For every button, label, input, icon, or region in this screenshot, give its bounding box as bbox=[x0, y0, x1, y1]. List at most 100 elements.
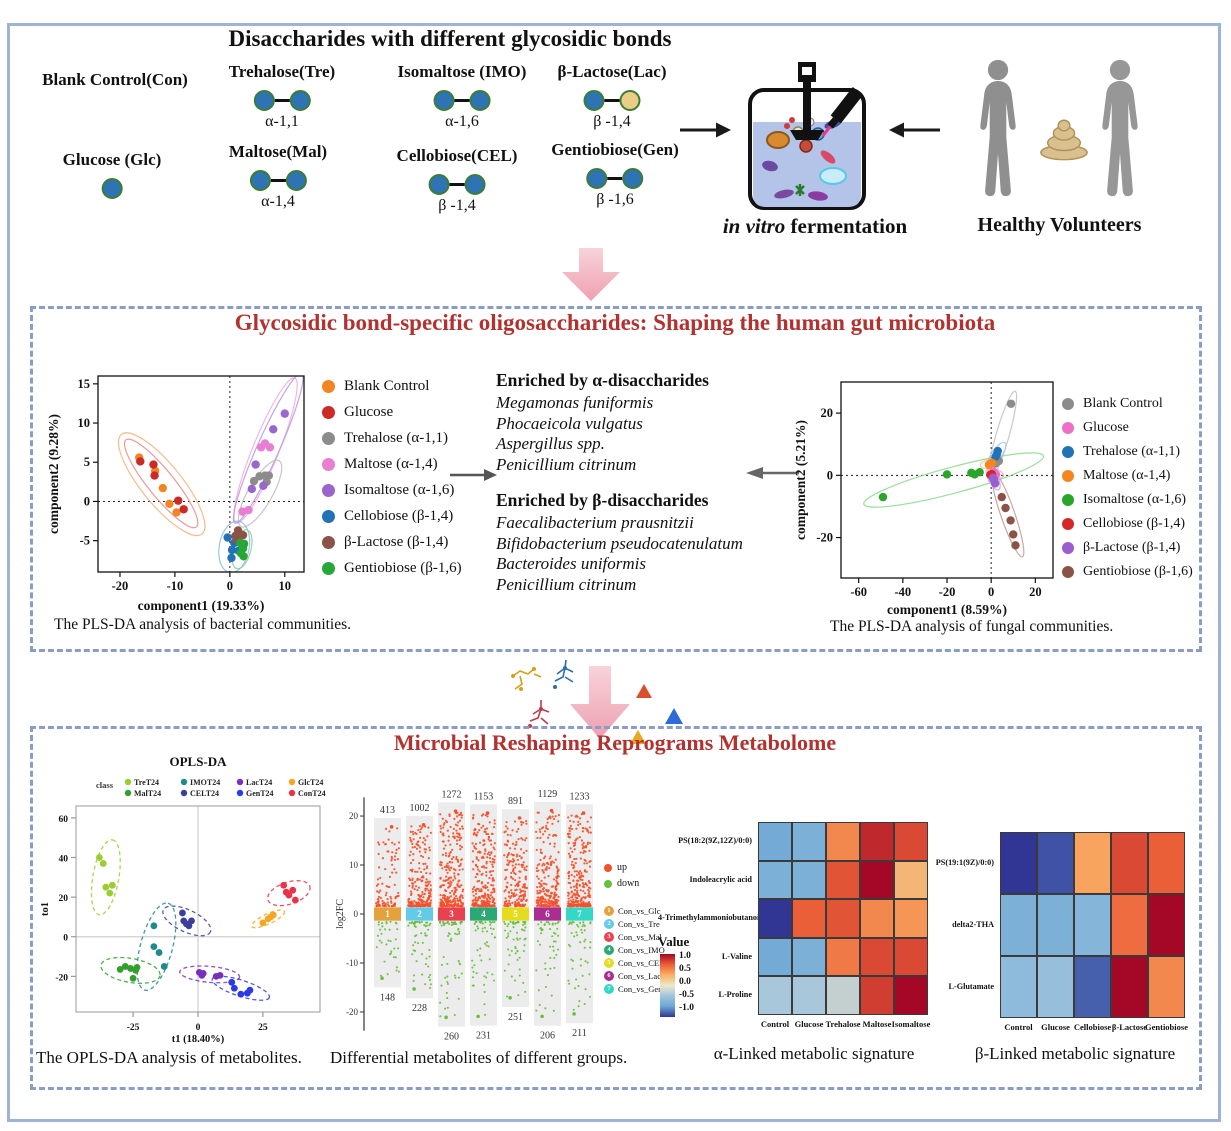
plsda-fungal-chart: -60 -40 -20 0 20 -20 0 20 component1 (8.59%) comp… bbox=[793, 374, 1065, 627]
legend-item: Isomaltose (α-1,6) bbox=[322, 482, 462, 499]
colorbar-tick-label: 0.5 bbox=[679, 964, 691, 974]
plsda-fungal-legend: Blank Control Glucose Trehalose (α-1,1) Mal… bbox=[1062, 396, 1193, 588]
legend-item: Gentiobiose (β-1,6) bbox=[322, 560, 462, 577]
heatmap-cell bbox=[1074, 832, 1111, 894]
svg-text:0: 0 bbox=[63, 934, 68, 944]
numbered-legend-dot: 1 bbox=[604, 906, 614, 916]
fermentation-label: in vitro fermentation bbox=[690, 214, 940, 239]
svg-text:CELT24: CELT24 bbox=[190, 789, 219, 798]
legend-label: Gentiobiose (β-1,6) bbox=[344, 560, 462, 576]
legend-to-text-arrow-icon bbox=[450, 469, 497, 481]
legend-label: up bbox=[617, 862, 627, 873]
legend-item: Blank Control bbox=[322, 378, 462, 395]
monosaccharide-circle-icon bbox=[469, 89, 491, 111]
heatmap-col-label: Glucose bbox=[1041, 1022, 1070, 1032]
comparison-label: Con_vs_CEL bbox=[618, 958, 665, 968]
svg-text:-20: -20 bbox=[112, 579, 129, 593]
human-silhouette-icon bbox=[1102, 59, 1138, 197]
sugar-glyph bbox=[229, 169, 327, 191]
comparison-legend-item: 2 Con_vs_Tre bbox=[604, 919, 665, 929]
volunteers-label: Healthy Volunteers bbox=[977, 214, 1142, 236]
legend-item: Cellobiose (β-1,4) bbox=[322, 508, 462, 525]
svg-text:60: 60 bbox=[59, 815, 69, 825]
opls-caption: The OPLS-DA analysis of metabolites. bbox=[36, 1048, 302, 1067]
legend-item: Maltose (α-1,4) bbox=[1062, 468, 1193, 484]
sugar-glyph bbox=[398, 89, 527, 111]
heatmap-cell bbox=[826, 822, 860, 861]
heatmap-cell bbox=[860, 976, 894, 1015]
heatmap-cell bbox=[826, 860, 860, 899]
comparison-label: Con_vs_IMO bbox=[618, 945, 665, 955]
legend-dot bbox=[1062, 542, 1074, 554]
metabolite-molecules-icon bbox=[511, 659, 574, 728]
legend-spacer bbox=[604, 894, 665, 906]
disaccharide-item: Trehalose(Tre) α-1,1 bbox=[229, 62, 335, 131]
species-name: Megamonas funiformis bbox=[496, 393, 654, 412]
svg-text:component1 (8.59%): component1 (8.59%) bbox=[887, 602, 1007, 617]
chart-opls-svg: -25 0 25 -20 0 20 40 60 t1 (18.40%) to1 OPLS-DA cla… bbox=[40, 754, 326, 1045]
svg-text:1129: 1129 bbox=[538, 789, 558, 800]
legend-dot bbox=[322, 510, 335, 523]
svg-text:-10: -10 bbox=[167, 579, 184, 593]
svg-text:component2 (9.28%): component2 (9.28%) bbox=[46, 414, 61, 534]
chart-fung-svg: -60 -40 -20 0 20 -20 0 20 component1 (8.59%) comp… bbox=[793, 381, 1054, 617]
legend-label: Maltose (α-1,4) bbox=[344, 456, 438, 472]
enriched-beta-heading: Enriched by β-disaccharides bbox=[496, 489, 709, 510]
legend-label: β-Lactose (β-1,4) bbox=[1083, 540, 1181, 555]
svg-text:20: 20 bbox=[821, 406, 834, 420]
svg-text:231: 231 bbox=[476, 1031, 491, 1042]
svg-text:TreT24: TreT24 bbox=[134, 778, 159, 787]
heatmap-cell bbox=[1148, 956, 1185, 1018]
species-name: Bifidobacterium pseudocatenulatum bbox=[496, 533, 743, 553]
legend-dot bbox=[1062, 566, 1074, 578]
legend-dot bbox=[1062, 446, 1074, 458]
metabolome-panel bbox=[30, 726, 1202, 1090]
heatmap-cell bbox=[1148, 832, 1185, 894]
heatmap-cell bbox=[1037, 894, 1074, 956]
svg-text:5: 5 bbox=[513, 909, 518, 919]
heatmap-cell bbox=[1111, 894, 1148, 956]
species-name: Phocaeicola vulgatus bbox=[496, 413, 643, 433]
legend-label: Trehalose (α-1,1) bbox=[344, 430, 448, 446]
monosaccharide-circle-icon bbox=[433, 89, 455, 111]
glycosidic-bond-line bbox=[604, 98, 620, 102]
svg-text:1272: 1272 bbox=[442, 789, 462, 800]
heatmap-cell bbox=[860, 860, 894, 899]
legend-label: β-Lactose (β-1,4) bbox=[344, 534, 449, 550]
heatmap-row-label: L-Valine bbox=[721, 951, 752, 961]
legend-label: Gentiobiose (β-1,6) bbox=[1083, 564, 1193, 579]
svg-text:206: 206 bbox=[540, 1031, 555, 1042]
svg-text:0: 0 bbox=[227, 579, 233, 593]
legend-label: Blank Control bbox=[344, 378, 430, 394]
heatmap-cell bbox=[758, 976, 792, 1015]
svg-text:15: 15 bbox=[78, 377, 91, 391]
bond-label: β -1,4 bbox=[593, 113, 631, 130]
metabolome-panel-title: Microbial Reshaping Reprograms Metabolom… bbox=[393, 730, 837, 755]
heatmap-cell bbox=[826, 976, 860, 1015]
legend-dot bbox=[322, 406, 335, 419]
numbered-legend-dot: 2 bbox=[604, 919, 614, 929]
species-name: Penicillium citrinum bbox=[496, 455, 637, 475]
plsda-bacterial-legend: Blank Control Glucose Trehalose (α-1,1) Mal… bbox=[322, 378, 462, 586]
legend-dot bbox=[322, 380, 335, 393]
svg-text:to1: to1 bbox=[40, 902, 51, 916]
plot-to-text-arrow-icon bbox=[746, 467, 799, 479]
microbiota-panel-title: Glycosidic bond-specific oligosaccharide… bbox=[234, 310, 996, 335]
sugar-glyph bbox=[229, 89, 335, 111]
legend-label: Glucose bbox=[344, 404, 394, 420]
comparison-legend-item: 7 Con_vs_Gen bbox=[604, 984, 665, 994]
svg-text:1233: 1233 bbox=[570, 791, 590, 802]
legend-item: Isomaltose (α-1,6) bbox=[1062, 492, 1193, 508]
legend-label: down bbox=[617, 878, 640, 889]
svg-text:component1 (19.33%): component1 (19.33%) bbox=[138, 598, 265, 613]
legend-label: Trehalose (α-1,1) bbox=[1083, 444, 1181, 459]
fermentation-label-rest: fermentation bbox=[785, 214, 908, 238]
disaccharide-item: Cellobiose(CEL) β -1,4 bbox=[397, 146, 518, 215]
svg-text:20: 20 bbox=[1029, 585, 1042, 599]
heatmap-row-label: delta2-THA bbox=[952, 920, 994, 929]
disaccharide-label: Cellobiose(CEL) bbox=[396, 146, 518, 165]
legend-dot bbox=[1062, 494, 1074, 506]
plsda-bacterial-chart: -20 -10 0 10 -5 0 5 10 15 component1 (19.33%) comp… bbox=[44, 364, 320, 633]
heatmap-cell bbox=[758, 937, 792, 976]
